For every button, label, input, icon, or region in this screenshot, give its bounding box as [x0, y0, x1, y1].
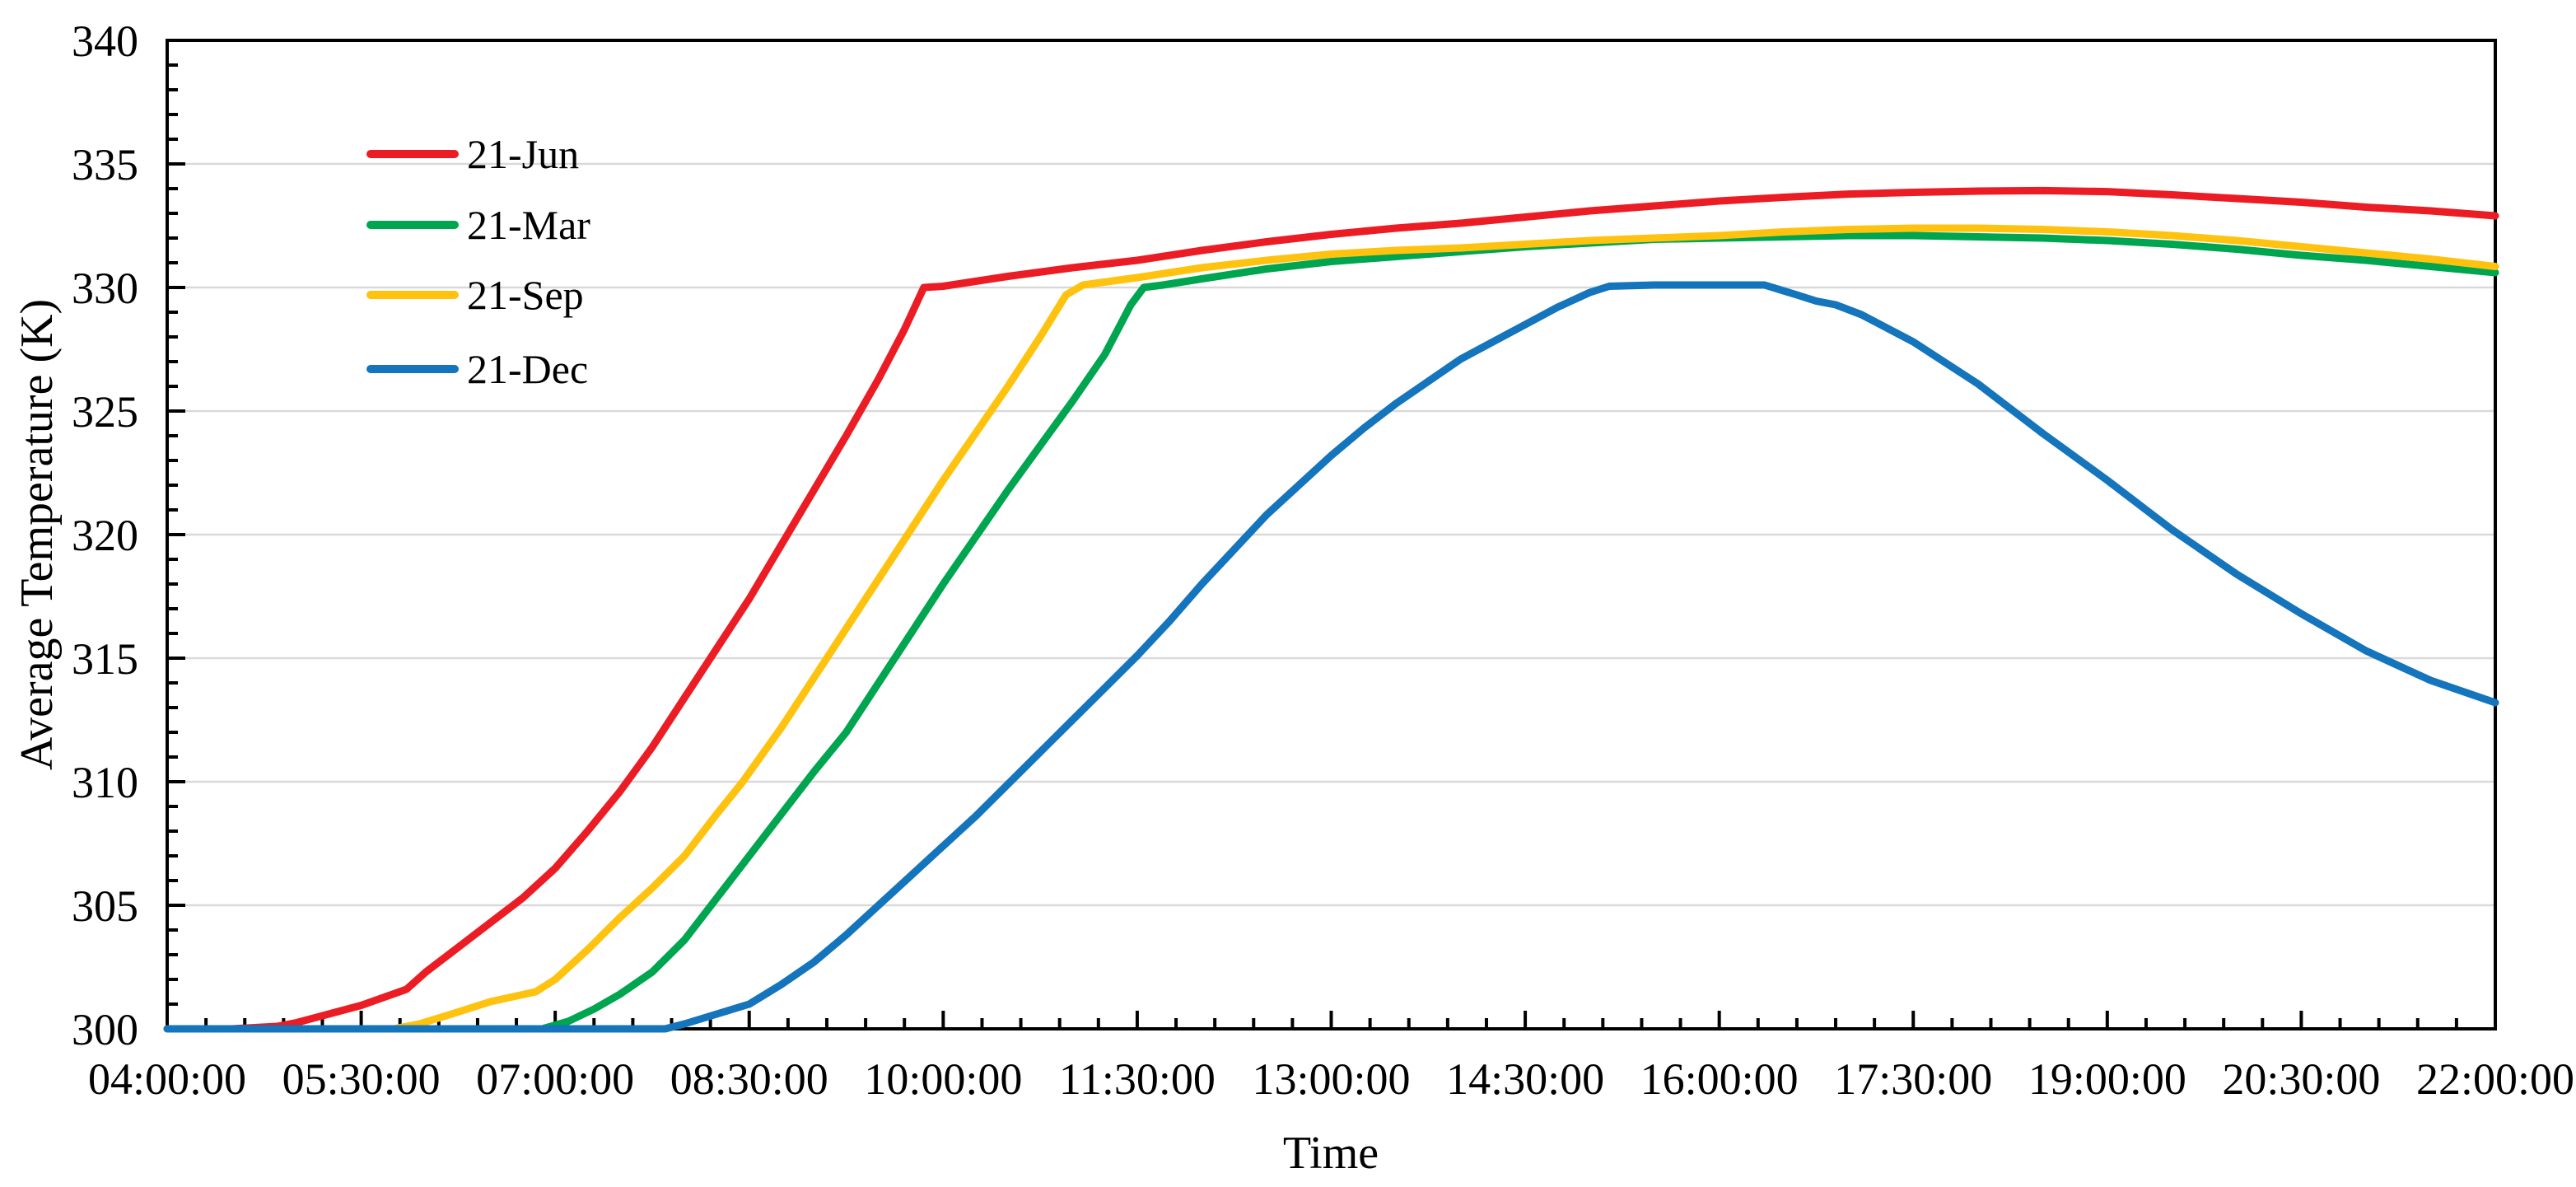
legend-line-21-mar-icon [366, 221, 459, 229]
axis-ticks [166, 39, 2497, 1030]
y-tick-label: 340 [72, 16, 138, 66]
y-tick-label: 330 [72, 264, 138, 313]
x-tick-label: 07:00:00 [476, 1054, 634, 1104]
x-tick-label: 08:30:00 [670, 1054, 828, 1104]
legend-label-21-mar: 21-Mar [467, 202, 590, 248]
x-tick-label: 04:00:00 [88, 1054, 246, 1104]
series-line-21-mar [163, 231, 2499, 1033]
x-tick-label: 13:00:00 [1252, 1054, 1410, 1104]
x-tick-label: 16:00:00 [1640, 1054, 1799, 1104]
y-tick-label: 300 [72, 1005, 138, 1054]
y-tick-label: 310 [72, 758, 138, 807]
x-tick-label: 19:00:00 [2028, 1054, 2186, 1104]
x-tick-labels: 04:00:00 05:30:00 07:00:00 08:30:00 10:00:00… [88, 1054, 2574, 1104]
x-tick-label: 11:30:00 [1059, 1054, 1216, 1104]
y-tick-label: 325 [72, 387, 138, 437]
x-tick-label: 17:30:00 [1834, 1054, 1992, 1104]
x-tick-label: 20:30:00 [2222, 1054, 2380, 1104]
y-tick-label: 305 [72, 881, 138, 931]
series-line-21-jun [163, 186, 2499, 1033]
series-line-21-dec [163, 281, 2499, 1033]
legend-line-21-dec-icon [366, 365, 459, 373]
legend-item-21-sep: 21-Sep [366, 270, 584, 320]
y-tick-label: 315 [72, 634, 138, 684]
legend-item-21-jun: 21-Jun [366, 129, 579, 179]
x-tick-label: 22:00:00 [2416, 1054, 2574, 1104]
x-tick-label: 05:30:00 [282, 1054, 441, 1104]
y-axis-title: Average Temperature (K) [12, 298, 63, 771]
gridlines [169, 162, 2494, 907]
y-tick-labels: 300 305 310 315 320 325 330 335 340 [72, 16, 138, 1054]
y-tick-label: 335 [72, 140, 138, 189]
legend-item-21-mar: 21-Mar [366, 200, 590, 250]
legend-label-21-jun: 21-Jun [467, 131, 580, 177]
legend-label-21-dec: 21-Dec [467, 346, 589, 392]
x-tick-label: 14:30:00 [1446, 1054, 1604, 1104]
x-axis-title: Time [1282, 1128, 1379, 1179]
x-tick-label: 10:00:00 [864, 1054, 1022, 1104]
legend-item-21-dec: 21-Dec [366, 344, 588, 394]
legend-line-21-sep-icon [366, 291, 459, 299]
legend-line-21-jun-icon [366, 150, 459, 158]
y-tick-label: 320 [72, 511, 138, 560]
legend-label-21-sep: 21-Sep [467, 272, 584, 318]
series-line-21-sep [163, 224, 2499, 1033]
